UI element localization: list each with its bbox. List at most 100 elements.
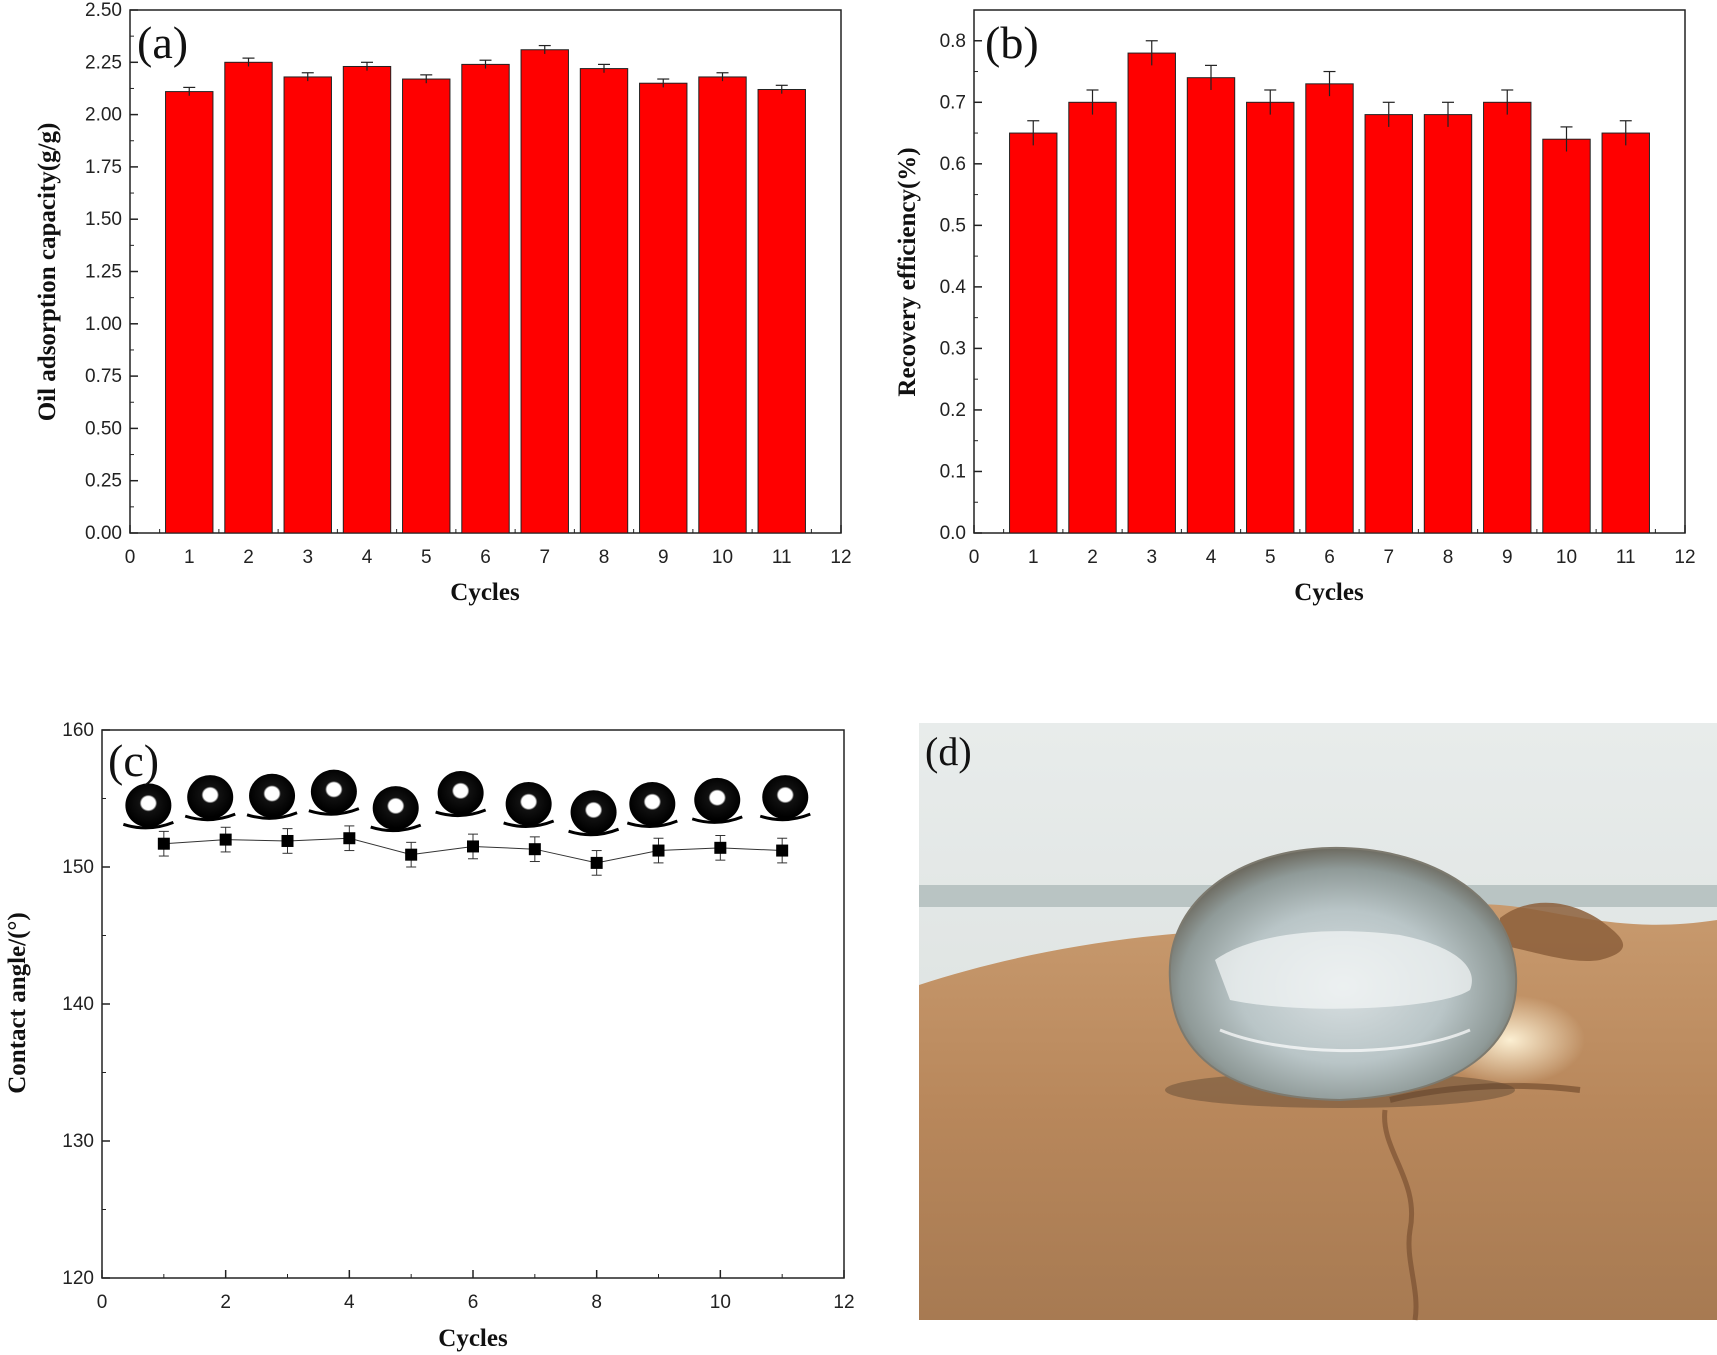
x-tick-label: 10 — [712, 547, 733, 568]
x-tick-label: 7 — [539, 547, 550, 568]
data-point-marker — [219, 833, 232, 846]
x-tick-label: 10 — [710, 1292, 731, 1313]
droplet-image — [505, 781, 552, 826]
panel-c-line-chart: 120 130 140 150 160 0 2 4 6 8 10 12 (c) Cycles Con… — [4, 720, 855, 1352]
droplet-image — [437, 771, 484, 816]
x-tick-label: 1 — [1028, 547, 1039, 568]
data-point-marker — [281, 834, 294, 847]
bar — [698, 76, 747, 534]
y-tick-label: 0.0 — [940, 523, 966, 544]
x-tick-label: 12 — [830, 547, 851, 568]
x-tick-label: 3 — [302, 547, 313, 568]
droplet-image — [629, 781, 676, 826]
y-tick-label: 120 — [62, 1268, 94, 1289]
y-tick-label: 2.00 — [85, 105, 122, 126]
y-tick-label: 0.4 — [940, 277, 967, 298]
bar — [342, 65, 392, 534]
droplet-baseline — [568, 827, 620, 837]
bar — [1068, 101, 1117, 534]
photo-droplet-highlight — [1215, 931, 1472, 1009]
x-tick-label: 0 — [97, 1292, 108, 1313]
bar — [520, 49, 569, 534]
panel-d-label: (d) — [925, 729, 972, 774]
data-point-marker — [652, 844, 665, 857]
panel-a-y-axis-title: Oil adsorption capacity(g/g) — [34, 123, 61, 422]
data-point-marker — [590, 856, 603, 869]
y-tick-label: 0.25 — [85, 471, 122, 492]
y-tick-label: 0.6 — [940, 154, 966, 175]
bar — [1601, 132, 1650, 534]
y-tick-label: 1.50 — [85, 209, 122, 230]
droplet-image — [310, 769, 357, 814]
droplet-baseline — [691, 815, 743, 824]
droplet-image — [372, 786, 419, 831]
data-point-marker — [405, 848, 418, 861]
x-tick-label: 3 — [1146, 547, 1157, 568]
x-tick-label: 6 — [1324, 547, 1335, 568]
x-tick-label: 4 — [1206, 547, 1217, 568]
panel-b-bar-chart: 0.00.10.20.30.40.50.60.70.8 0 1 2 3 4 5 6 7 8 9 10… — [894, 9, 1696, 606]
y-tick-label: 2.25 — [85, 52, 122, 73]
data-point-marker — [776, 844, 789, 857]
x-tick-label: 8 — [1443, 547, 1454, 568]
droplet-baseline — [626, 819, 678, 828]
y-tick-label: 1.25 — [85, 262, 122, 283]
x-tick-label: 9 — [1502, 547, 1513, 568]
droplet-image — [187, 775, 234, 820]
bar — [1542, 138, 1591, 534]
x-tick-label: 0 — [969, 547, 980, 568]
photo-sand-crack — [1389, 1082, 1581, 1103]
bar — [1305, 83, 1354, 534]
y-tick-label: 0.7 — [940, 92, 966, 113]
droplet-baseline — [308, 807, 360, 816]
bar — [224, 61, 273, 534]
panel-c-y-axis-title: Contact angle/(°) — [4, 912, 31, 1094]
bar — [1186, 77, 1236, 534]
bar — [639, 82, 688, 534]
droplet-baseline — [759, 812, 811, 822]
droplet-baseline — [122, 820, 174, 830]
droplet-image — [762, 775, 809, 820]
y-tick-label: 0.00 — [85, 523, 122, 544]
droplet-image — [125, 783, 172, 828]
bar — [1009, 132, 1058, 534]
panel-a-bar-chart: 0.00 0.25 0.50 0.75 1.00 1.25 1.50 1.75 2.00 2.25… — [34, 0, 852, 606]
panel-b-x-axis-title: Cycles — [1294, 579, 1364, 606]
x-tick-label: 5 — [421, 547, 432, 568]
x-tick-label: 8 — [591, 1292, 602, 1313]
bar — [579, 68, 629, 534]
y-tick-label: 1.75 — [85, 157, 122, 178]
bar — [1127, 52, 1176, 534]
droplet-image — [570, 790, 617, 835]
x-tick-label: 4 — [344, 1292, 355, 1313]
y-tick-label: 0.8 — [940, 31, 966, 52]
bar — [1483, 101, 1532, 534]
bar — [165, 91, 214, 534]
panel-c-x-axis-title: Cycles — [438, 1325, 508, 1352]
bar — [757, 88, 806, 534]
x-tick-label: 6 — [468, 1292, 479, 1313]
y-tick-label: 0.5 — [940, 215, 966, 236]
droplet-baseline — [184, 812, 236, 822]
photo-sand-clump — [1500, 902, 1624, 962]
droplet-baseline — [503, 819, 555, 828]
y-tick-label: 0.2 — [940, 400, 966, 421]
x-tick-label: 7 — [1383, 547, 1394, 568]
bar — [1423, 114, 1473, 534]
x-tick-label: 9 — [658, 547, 669, 568]
droplet-baseline — [370, 823, 422, 833]
data-point-marker — [467, 840, 479, 853]
droplet-image — [249, 773, 296, 818]
x-tick-label: 6 — [480, 547, 491, 568]
x-tick-label: 11 — [1616, 547, 1636, 568]
data-point-marker — [714, 841, 727, 854]
panel-b-label: (b) — [985, 17, 1039, 68]
bar — [1364, 114, 1413, 534]
panel-a-label: (a) — [137, 17, 188, 68]
y-tick-label: 150 — [62, 857, 94, 878]
bar — [283, 76, 332, 534]
photo-sand-crack-lower — [1382, 1109, 1419, 1321]
data-point-marker — [157, 837, 170, 850]
droplet-baseline — [435, 808, 487, 818]
